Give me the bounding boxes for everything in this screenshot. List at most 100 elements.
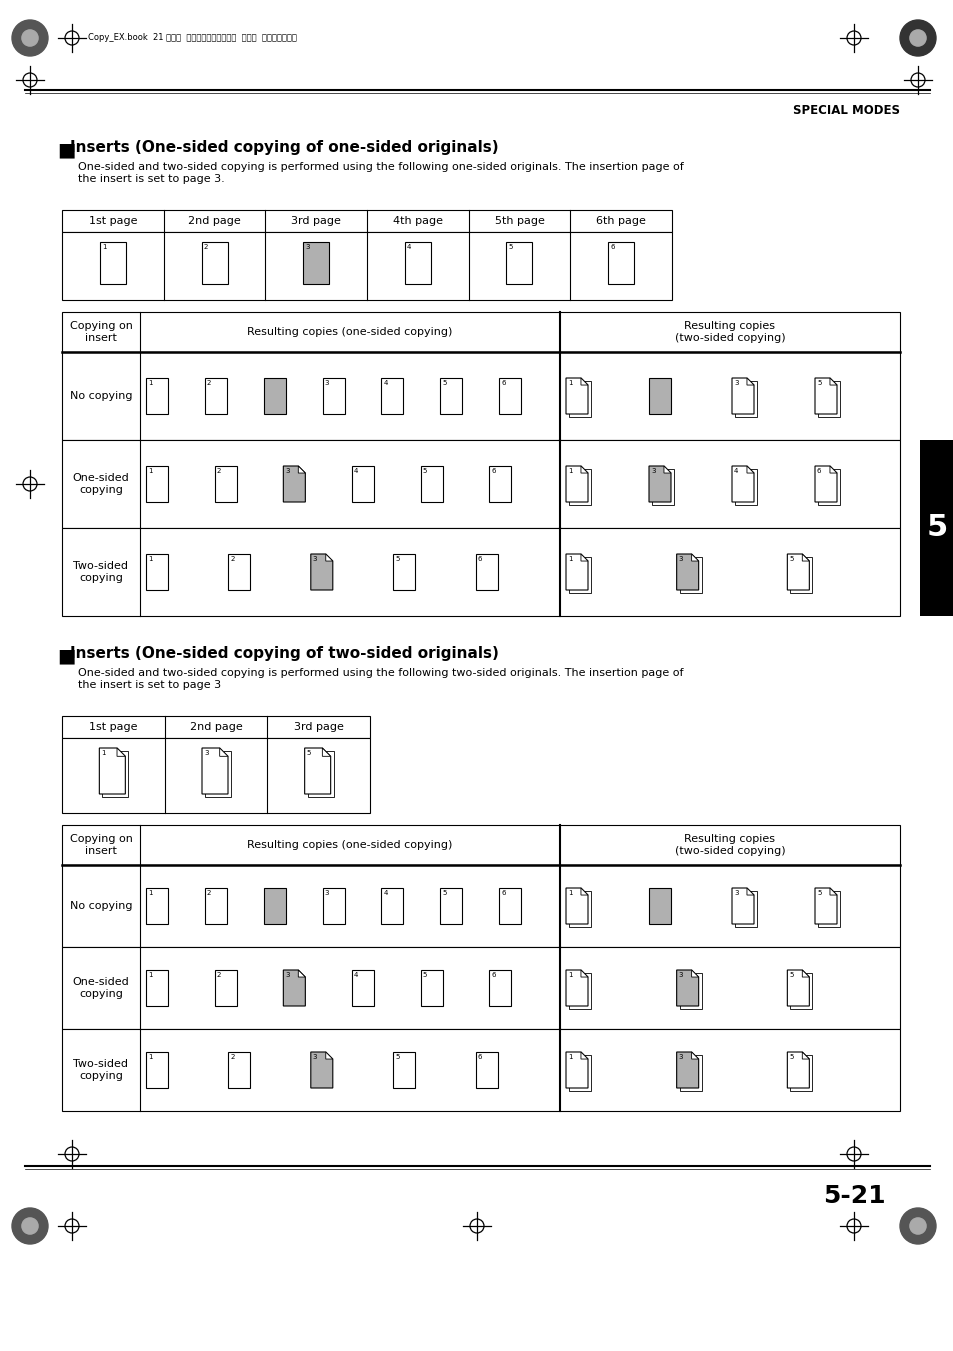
- Text: 3: 3: [285, 467, 290, 474]
- Bar: [62, 232, 671, 300]
- Bar: [308, 751, 334, 797]
- Text: 1: 1: [567, 1054, 572, 1061]
- Polygon shape: [676, 970, 698, 1006]
- Text: 3: 3: [733, 890, 738, 896]
- Circle shape: [909, 1217, 925, 1233]
- Text: 6: 6: [610, 245, 614, 250]
- Polygon shape: [283, 466, 305, 503]
- Bar: [62, 353, 899, 440]
- Bar: [817, 381, 840, 417]
- Text: 5: 5: [816, 380, 821, 386]
- Text: 2: 2: [207, 890, 211, 896]
- Polygon shape: [746, 378, 753, 385]
- Text: 3: 3: [313, 1054, 317, 1061]
- Text: 2: 2: [231, 557, 234, 562]
- Text: 1: 1: [148, 890, 152, 896]
- Polygon shape: [691, 554, 698, 561]
- Bar: [263, 888, 285, 924]
- Text: 1st page: 1st page: [89, 216, 137, 226]
- Bar: [146, 466, 168, 503]
- Bar: [498, 888, 520, 924]
- Text: 2nd page: 2nd page: [190, 721, 242, 732]
- Bar: [568, 1055, 590, 1092]
- Text: 5th page: 5th page: [494, 216, 544, 226]
- Polygon shape: [99, 748, 125, 794]
- Text: 1st page: 1st page: [89, 721, 137, 732]
- Bar: [102, 751, 129, 797]
- Bar: [322, 888, 344, 924]
- Text: 5: 5: [508, 245, 513, 250]
- Text: Two-sided
copying: Two-sided copying: [73, 1059, 129, 1081]
- Polygon shape: [325, 554, 333, 561]
- Bar: [214, 466, 236, 503]
- Text: 4: 4: [383, 380, 388, 386]
- Text: Resulting copies (one-sided copying): Resulting copies (one-sided copying): [247, 840, 453, 850]
- Text: 5: 5: [306, 750, 311, 757]
- Bar: [919, 440, 953, 616]
- Bar: [679, 557, 700, 593]
- Bar: [62, 312, 899, 353]
- Polygon shape: [311, 554, 333, 590]
- Bar: [734, 381, 757, 417]
- Polygon shape: [814, 888, 836, 924]
- Text: 6th page: 6th page: [596, 216, 645, 226]
- Bar: [146, 970, 168, 1006]
- Bar: [420, 970, 442, 1006]
- Text: Resulting copies
(two-sided copying): Resulting copies (two-sided copying): [674, 834, 784, 855]
- Text: ■: ■: [57, 141, 75, 159]
- Polygon shape: [580, 378, 587, 385]
- Bar: [393, 554, 415, 590]
- Text: One-sided and two-sided copying is performed using the following two-sided origi: One-sided and two-sided copying is perfo…: [78, 667, 682, 689]
- Text: 5: 5: [788, 971, 793, 978]
- Bar: [489, 970, 511, 1006]
- Polygon shape: [691, 1052, 698, 1059]
- Text: 3: 3: [204, 750, 209, 757]
- Text: 1: 1: [567, 557, 572, 562]
- Bar: [303, 242, 329, 284]
- Bar: [205, 751, 231, 797]
- Polygon shape: [814, 378, 836, 413]
- Text: 3rd page: 3rd page: [294, 721, 343, 732]
- Polygon shape: [219, 748, 228, 757]
- Bar: [352, 466, 374, 503]
- Polygon shape: [580, 554, 587, 561]
- Circle shape: [909, 30, 925, 46]
- Text: Copying on
insert: Copying on insert: [70, 834, 132, 855]
- Text: 2: 2: [207, 380, 211, 386]
- Polygon shape: [663, 466, 670, 473]
- Bar: [476, 554, 497, 590]
- Polygon shape: [580, 970, 587, 977]
- Text: 6: 6: [477, 557, 481, 562]
- Text: 3: 3: [324, 890, 329, 896]
- Bar: [381, 378, 403, 413]
- Bar: [489, 466, 511, 503]
- Circle shape: [899, 1208, 935, 1244]
- Polygon shape: [829, 378, 836, 385]
- Text: 1: 1: [148, 467, 152, 474]
- Bar: [679, 973, 700, 1009]
- Bar: [62, 738, 370, 813]
- Text: 6: 6: [477, 1054, 481, 1061]
- Bar: [146, 554, 168, 590]
- Polygon shape: [801, 554, 808, 561]
- Text: 6: 6: [816, 467, 821, 474]
- Polygon shape: [786, 1052, 808, 1088]
- Text: 5: 5: [788, 557, 793, 562]
- Text: 2: 2: [216, 971, 221, 978]
- Text: 1: 1: [102, 245, 106, 250]
- Bar: [568, 381, 590, 417]
- Circle shape: [12, 1208, 48, 1244]
- Polygon shape: [814, 466, 836, 503]
- Text: 1: 1: [101, 750, 106, 757]
- Text: 1: 1: [148, 557, 152, 562]
- Text: 5-21: 5-21: [821, 1183, 884, 1208]
- Bar: [146, 1052, 168, 1088]
- Text: 3: 3: [285, 971, 290, 978]
- Bar: [205, 888, 227, 924]
- Text: 6: 6: [500, 380, 505, 386]
- Bar: [62, 440, 899, 528]
- Polygon shape: [304, 748, 331, 794]
- Text: 4: 4: [406, 245, 411, 250]
- Polygon shape: [311, 1052, 333, 1088]
- Bar: [568, 469, 590, 505]
